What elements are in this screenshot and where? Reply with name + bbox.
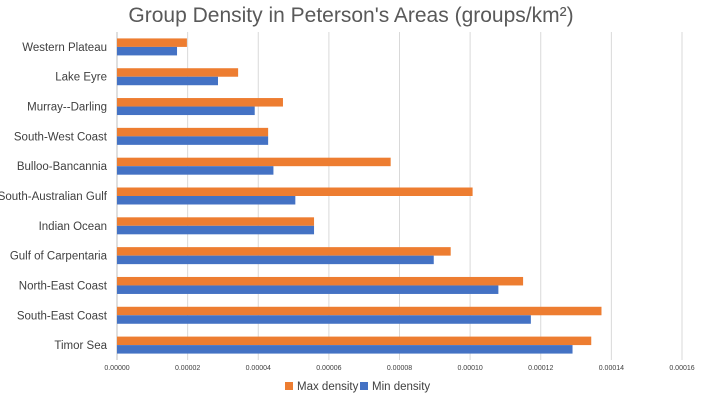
bar-max-density	[117, 247, 451, 256]
bar-min-density	[117, 106, 255, 116]
legend-label: Max density	[297, 381, 359, 393]
bar-min-density	[117, 136, 269, 145]
bar-max-density	[117, 306, 602, 316]
category-label: Gulf of Carpentaria	[10, 251, 108, 263]
bar-max-density	[117, 38, 187, 47]
bar-min-density	[117, 166, 274, 175]
legend: Max density Min density	[285, 381, 430, 393]
category-label: Lake Eyre	[55, 72, 107, 84]
bar-max-density	[117, 276, 524, 286]
x-tick-labels: 0.00000 0.00002 0.00004 0.00006 0.00008 0.000…	[104, 365, 694, 372]
category-label: Timor Sea	[54, 340, 107, 352]
category-label: Bulloo-Bancannia	[17, 161, 108, 173]
category-label: Murray--Darling	[27, 102, 107, 114]
x-tick-label: 0.00002	[175, 365, 200, 372]
legend-swatch	[285, 382, 293, 390]
bar-max-density	[117, 98, 283, 107]
category-label: Indian Ocean	[39, 221, 107, 233]
bar-max-density	[117, 217, 315, 226]
category-label: South-East Coast	[17, 310, 108, 322]
bar-min-density	[117, 255, 434, 265]
bar-min-density	[117, 285, 499, 294]
x-tick-label: 0.00008	[387, 365, 412, 372]
x-tick-label: 0.00012	[528, 365, 553, 372]
bar-min-density	[117, 345, 573, 354]
legend-label: Min density	[372, 381, 430, 393]
x-tick-label: 0.00006	[316, 365, 341, 372]
x-tick-label: 0.00014	[599, 365, 624, 372]
legend-swatch	[360, 382, 368, 390]
bar-min-density	[117, 315, 531, 324]
bar-max-density	[117, 336, 592, 346]
category-label: South-West Coast	[14, 131, 108, 143]
category-label: North-East Coast	[19, 280, 108, 292]
bar-min-density	[117, 46, 178, 56]
bar-min-density	[117, 196, 296, 205]
bar-max-density	[117, 127, 269, 137]
category-label: South-Australian Gulf	[0, 191, 108, 203]
bars	[117, 38, 602, 354]
category-labels: Western Plateau Lake Eyre Murray--Darling S…	[0, 42, 108, 352]
chart-title: Group Density in Peterson's Areas (group…	[128, 4, 573, 27]
category-label: Western Plateau	[22, 42, 107, 54]
x-tick-label: 0.00016	[669, 365, 694, 372]
x-tick-label: 0.00000	[104, 365, 129, 372]
bar-min-density	[117, 225, 315, 235]
bar-max-density	[117, 187, 473, 196]
bar-max-density	[117, 157, 391, 167]
bar-max-density	[117, 68, 239, 77]
bar-min-density	[117, 76, 218, 86]
x-tick-label: 0.00010	[457, 365, 482, 372]
x-tick-label: 0.00004	[246, 365, 271, 372]
